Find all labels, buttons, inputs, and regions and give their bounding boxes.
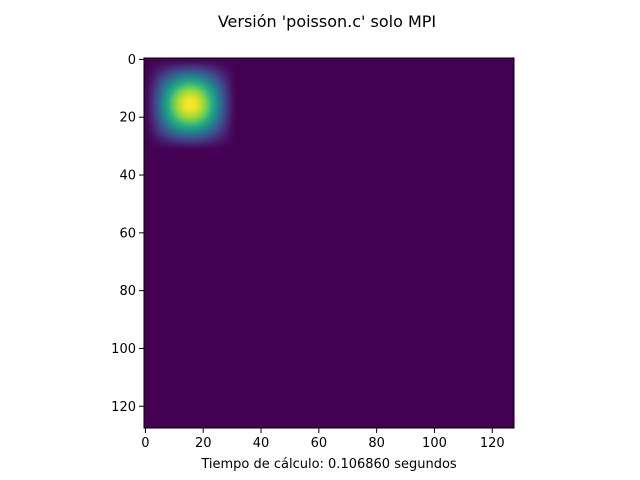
x-axis: 0 20 40 60 80 100 120 (141, 428, 505, 451)
y-tick-label: 20 (119, 111, 136, 126)
x-tick-label: 100 (422, 436, 447, 451)
y-tick-label: 120 (111, 400, 136, 415)
x-tick-label: 120 (480, 436, 505, 451)
x-tick-label: 40 (253, 436, 270, 451)
plot-area (143, 57, 515, 429)
y-tick-label: 40 (119, 169, 136, 184)
chart-title: Versión 'poisson.c' solo MPI (218, 12, 436, 31)
x-tick-label: 0 (141, 436, 149, 451)
heatmap-image (144, 58, 514, 428)
x-tick-label: 80 (368, 436, 385, 451)
y-tick-label: 80 (119, 284, 136, 299)
x-tick-label: 20 (195, 436, 212, 451)
y-tick-label: 0 (128, 53, 136, 68)
plot-frame (143, 57, 515, 429)
x-axis-label: Tiempo de cálculo: 0.106860 segundos (200, 457, 457, 472)
x-tick-label: 60 (311, 436, 328, 451)
y-axis: 0 20 40 60 80 100 120 (111, 53, 144, 415)
y-tick-label: 100 (111, 342, 136, 357)
y-tick-label: 60 (119, 226, 136, 241)
